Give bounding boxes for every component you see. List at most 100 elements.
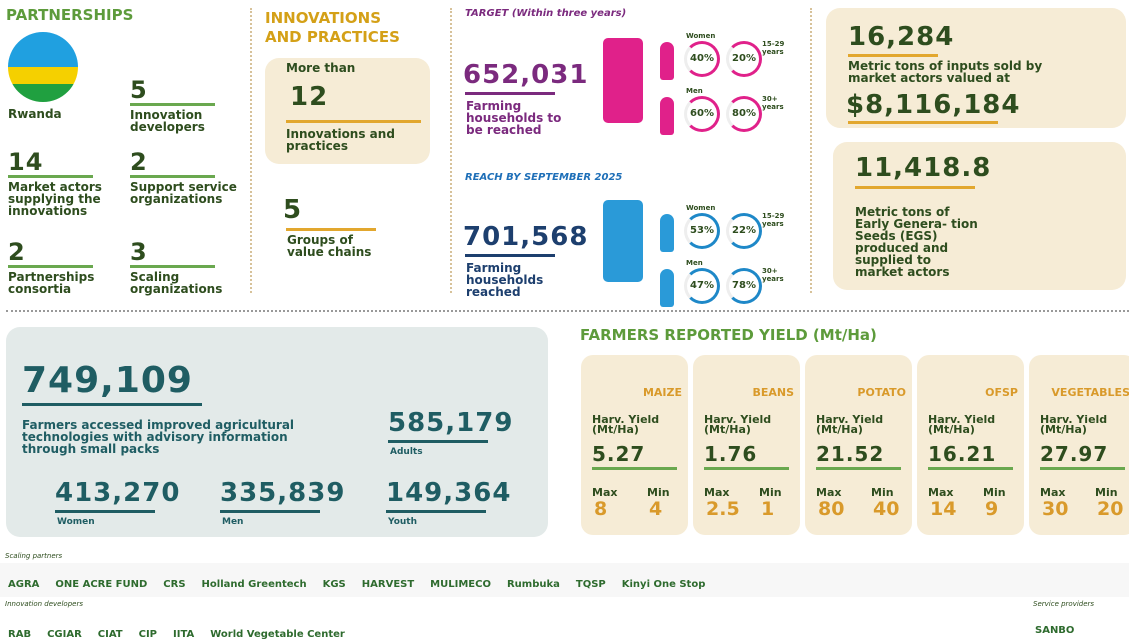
age: 30+ years — [762, 95, 792, 111]
max: 2.5 — [706, 498, 740, 520]
max: 8 — [594, 498, 607, 520]
value: 413,270 — [55, 480, 180, 506]
underline — [22, 403, 202, 406]
max: 30 — [1042, 498, 1068, 520]
partner-logo: CIP — [139, 629, 157, 640]
flag — [8, 32, 78, 102]
underline — [704, 467, 789, 470]
person-icon — [660, 269, 674, 307]
min: 9 — [985, 498, 998, 520]
title: FARMERS REPORTED YIELD (Mt/Ha) — [580, 326, 877, 344]
percent: 78% — [726, 268, 762, 304]
underline — [8, 175, 93, 178]
percent: 60% — [684, 96, 720, 132]
underline — [816, 467, 901, 470]
partner-logo: HARVEST — [362, 579, 414, 590]
yield: 1.76 — [704, 442, 757, 466]
value: 11,418.8 — [855, 155, 991, 181]
label: Metric tons of Early Genera- tion Seeds … — [855, 206, 980, 278]
count: 3 — [130, 240, 148, 264]
amount: $8,116,184 — [846, 92, 1020, 118]
label: Partnerships consortia — [8, 271, 123, 295]
value: 652,031 — [463, 62, 588, 88]
person-icon — [660, 214, 674, 252]
percent: 22% — [726, 213, 762, 249]
count: 14 — [8, 150, 43, 174]
underline — [8, 265, 93, 268]
battery — [603, 38, 643, 123]
underline — [928, 467, 1013, 470]
heading: TARGET (Within three years) — [465, 8, 626, 19]
partner-logo: World Vegetable Center — [210, 629, 345, 640]
value: 149,364 — [386, 480, 511, 506]
yield-label: Harv. Yield (Mt/Ha) — [592, 415, 687, 435]
underline — [386, 510, 486, 513]
partner-logo: SANBO — [1035, 625, 1074, 636]
yield: 21.52 — [816, 442, 884, 466]
yield-label: Harv. Yield (Mt/Ha) — [816, 415, 911, 435]
underline — [465, 92, 555, 95]
yield-label: Harv. Yield (Mt/Ha) — [928, 415, 1023, 435]
partner-logo: RAB — [8, 629, 31, 640]
separator — [250, 8, 252, 293]
label: Market actors supplying the innovations — [8, 181, 123, 217]
partner-logo: TQSP — [576, 579, 606, 590]
underline — [220, 510, 320, 513]
partner-logo: CGIAR — [47, 629, 82, 640]
country: Rwanda — [8, 108, 62, 120]
min: 1 — [761, 498, 774, 520]
crop-name: BEANS — [752, 386, 794, 399]
min: 4 — [649, 498, 662, 520]
underline — [465, 254, 555, 257]
partner-logo: ONE ACRE FUND — [55, 579, 147, 590]
yield: 5.27 — [592, 442, 645, 466]
underline — [592, 467, 677, 470]
label: Support service organizations — [130, 181, 245, 205]
underline — [130, 103, 215, 106]
label: Farmers accessed improved agricultural t… — [22, 419, 322, 455]
yield-label: Harv. Yield (Mt/Ha) — [704, 415, 799, 435]
partner-logo: CRS — [163, 579, 185, 590]
count: 2 — [8, 240, 26, 264]
group: Women — [686, 32, 715, 40]
label: Men — [222, 516, 243, 528]
value: 16,284 — [848, 24, 954, 50]
separator — [450, 8, 452, 293]
separator — [810, 8, 812, 293]
separator — [6, 310, 1129, 312]
label: Women — [57, 516, 95, 528]
underline — [388, 440, 488, 443]
heading: REACH BY SEPTEMBER 2025 — [465, 172, 622, 183]
count: 5 — [130, 78, 148, 102]
crop-name: POTATO — [857, 386, 906, 399]
crop-card: POTATOHarv. Yield (Mt/Ha)21.52MaxMin8040 — [805, 355, 912, 535]
partner-logo: CIAT — [98, 629, 123, 640]
age: 15-29 years — [762, 212, 792, 228]
title: INNOVATIONS AND PRACTICES — [265, 9, 415, 47]
count: 5 — [283, 197, 302, 223]
underline — [130, 175, 215, 178]
label: Metric tons of inputs sold by market act… — [848, 60, 1068, 84]
min: 40 — [873, 498, 899, 520]
label: Innovations and practices — [286, 128, 411, 152]
group: Men — [686, 87, 703, 95]
partner-logo: MULIMECO — [430, 579, 491, 590]
crop-name: OFSP — [985, 386, 1018, 399]
count: 12 — [290, 84, 328, 110]
underline — [286, 120, 421, 123]
count: 2 — [130, 150, 148, 174]
underline — [855, 186, 975, 189]
section-label: Innovation developers — [5, 600, 83, 608]
min: 20 — [1097, 498, 1123, 520]
logo-row: SANBO — [1035, 618, 1090, 637]
prefix: More than — [286, 62, 355, 74]
person-icon — [660, 42, 674, 80]
person-icon — [660, 97, 674, 135]
label: Adults — [390, 446, 423, 458]
partner-logo: AGRA — [8, 579, 39, 590]
